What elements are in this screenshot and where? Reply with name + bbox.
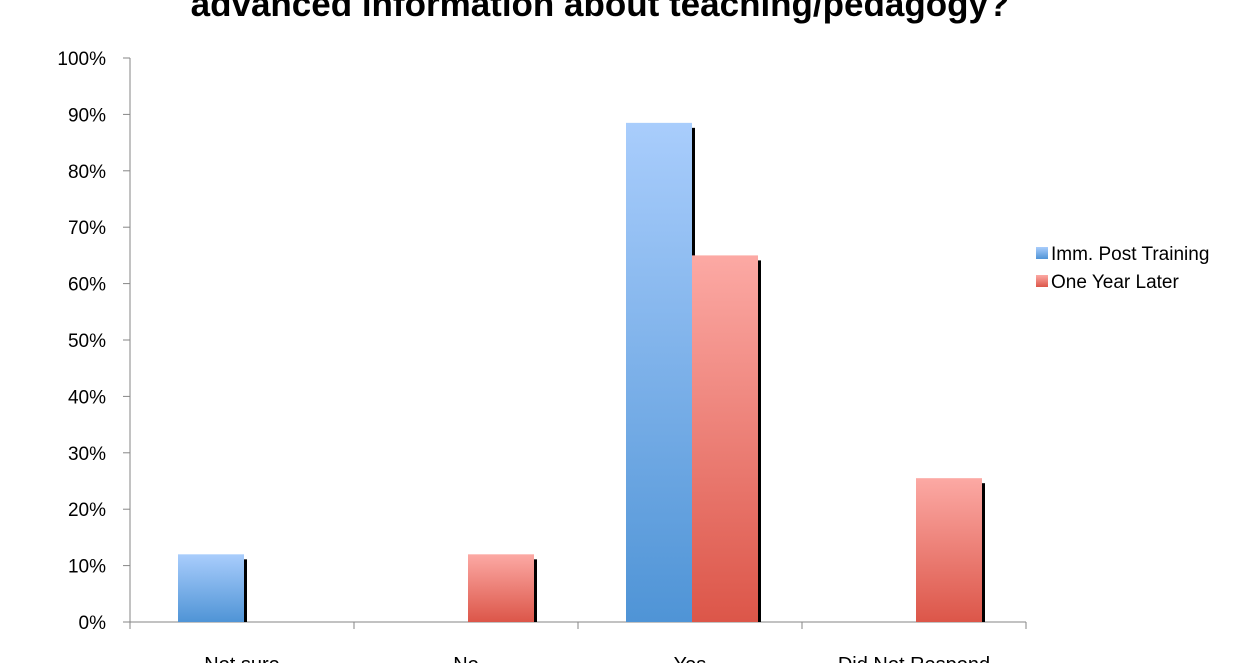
bar	[178, 554, 244, 622]
legend-label: Imm. Post Training	[1051, 244, 1209, 265]
axes	[123, 57, 1027, 629]
y-tick-labels: 0% 10% 20% 30% 40% 50% 60% 70% 80% 90% 100%	[57, 49, 106, 634]
legend-label: One Year Later	[1051, 272, 1179, 293]
bar	[626, 122, 692, 623]
y-tick-label: 70%	[68, 218, 106, 239]
x-tick-labels: Not sure No Yes Did Not Respond	[204, 654, 990, 663]
legend-swatch	[1036, 275, 1048, 287]
bar	[468, 554, 534, 622]
bar	[916, 478, 982, 622]
y-tick-label: 50%	[68, 331, 106, 352]
x-tick-label: No	[453, 654, 479, 663]
x-tick-label: Did Not Respond	[838, 654, 990, 663]
x-tick-label: Yes	[674, 654, 707, 663]
y-tick-label: 30%	[68, 444, 106, 465]
bar	[692, 255, 758, 622]
chart-title: advanced information about teaching/peda…	[191, 0, 1010, 24]
y-tick-label: 90%	[68, 105, 106, 126]
bars	[178, 122, 985, 623]
y-tick-label: 10%	[68, 557, 106, 578]
legend: Imm. Post Training One Year Later	[1036, 244, 1209, 293]
y-tick-label: 0%	[79, 613, 107, 634]
y-tick-label: 60%	[68, 275, 106, 296]
y-tick-label: 100%	[57, 49, 106, 70]
x-tick-label: Not sure	[204, 654, 280, 663]
y-tick-label: 40%	[68, 387, 106, 408]
legend-swatch	[1036, 247, 1048, 259]
y-tick-label: 80%	[68, 162, 106, 183]
y-tick-label: 20%	[68, 500, 106, 521]
